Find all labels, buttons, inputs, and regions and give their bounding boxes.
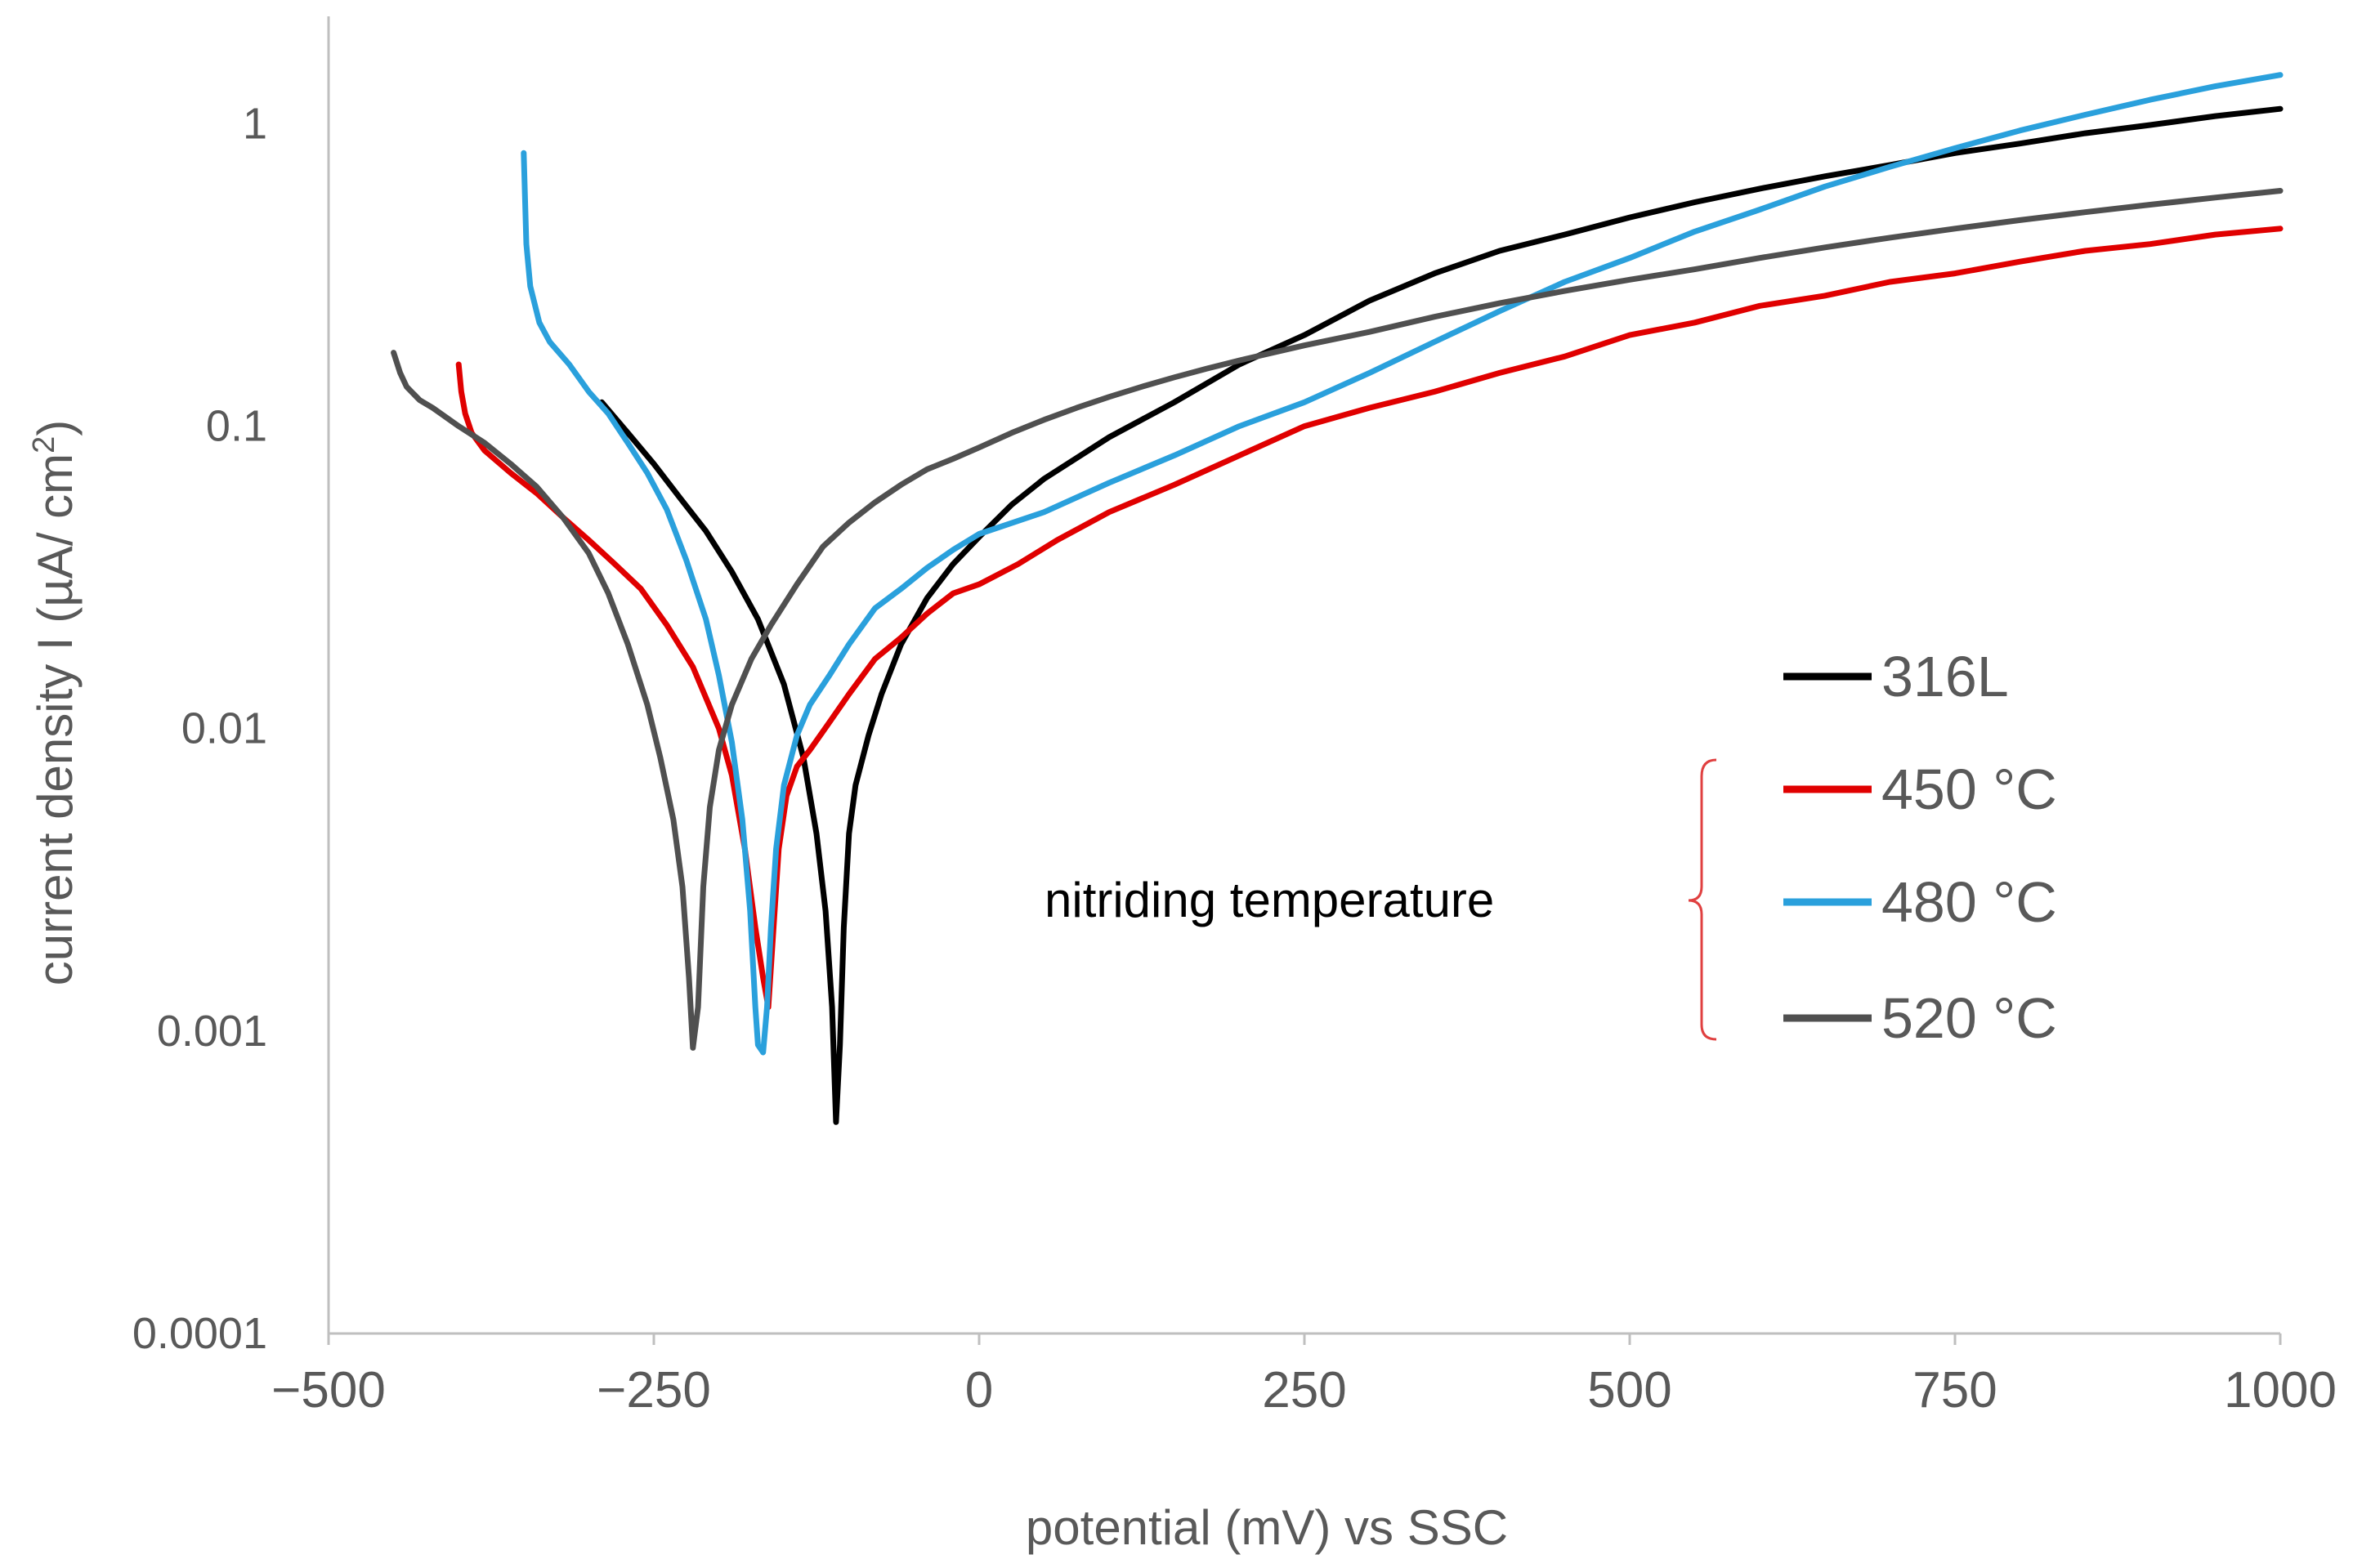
x-tick-label: 250 bbox=[1262, 1362, 1346, 1418]
y-axis-title-end: ) bbox=[28, 420, 83, 436]
annotation-bracket bbox=[1688, 758, 1717, 1041]
legend-label-450c: 450 °C bbox=[1881, 757, 2057, 821]
y-tick-label: 1 bbox=[243, 99, 267, 148]
annotation-text: nitriding temperature bbox=[1045, 873, 1494, 927]
x-tick-label: 750 bbox=[1912, 1362, 1997, 1418]
x-tick-label: 0 bbox=[965, 1362, 993, 1418]
legend-label-480c: 480 °C bbox=[1881, 870, 2057, 934]
y-tick-label: 0.1 bbox=[206, 402, 267, 451]
y-axis-title-superscript: 2 bbox=[27, 436, 61, 453]
y-tick-label: 0.0001 bbox=[132, 1309, 267, 1358]
legend: 316L 450 °C 480 °C 520 °C bbox=[1783, 645, 2057, 1050]
x-tick-label: 500 bbox=[1587, 1362, 1671, 1418]
series-line-480c bbox=[521, 72, 2284, 1056]
y-axis-title-main: current density I (µA/ cm bbox=[28, 453, 83, 985]
axes bbox=[327, 16, 2282, 1345]
y-axis-title: current density I (µA/ cm2) bbox=[27, 420, 83, 986]
series-layer bbox=[391, 72, 2284, 1125]
series-line-450c bbox=[455, 226, 2284, 1010]
x-tick-label: −250 bbox=[597, 1362, 711, 1418]
series-line-316l bbox=[598, 105, 2284, 1125]
series-line-520c bbox=[391, 188, 2284, 1051]
x-axis-title: potential (mV) vs SSC bbox=[1026, 1500, 1508, 1555]
y-tick-labels: 1 0.1 0.01 0.001 0.0001 bbox=[132, 99, 267, 1358]
x-tick-label: −500 bbox=[271, 1362, 386, 1418]
y-tick-label: 0.01 bbox=[181, 704, 267, 753]
y-tick-label: 0.001 bbox=[157, 1007, 267, 1056]
legend-label-520c: 520 °C bbox=[1881, 986, 2057, 1050]
legend-label-316l: 316L bbox=[1881, 645, 2009, 708]
x-tick-labels: −500 −250 0 250 500 750 1000 bbox=[271, 1362, 2337, 1418]
x-tick-label: 1000 bbox=[2224, 1362, 2337, 1418]
